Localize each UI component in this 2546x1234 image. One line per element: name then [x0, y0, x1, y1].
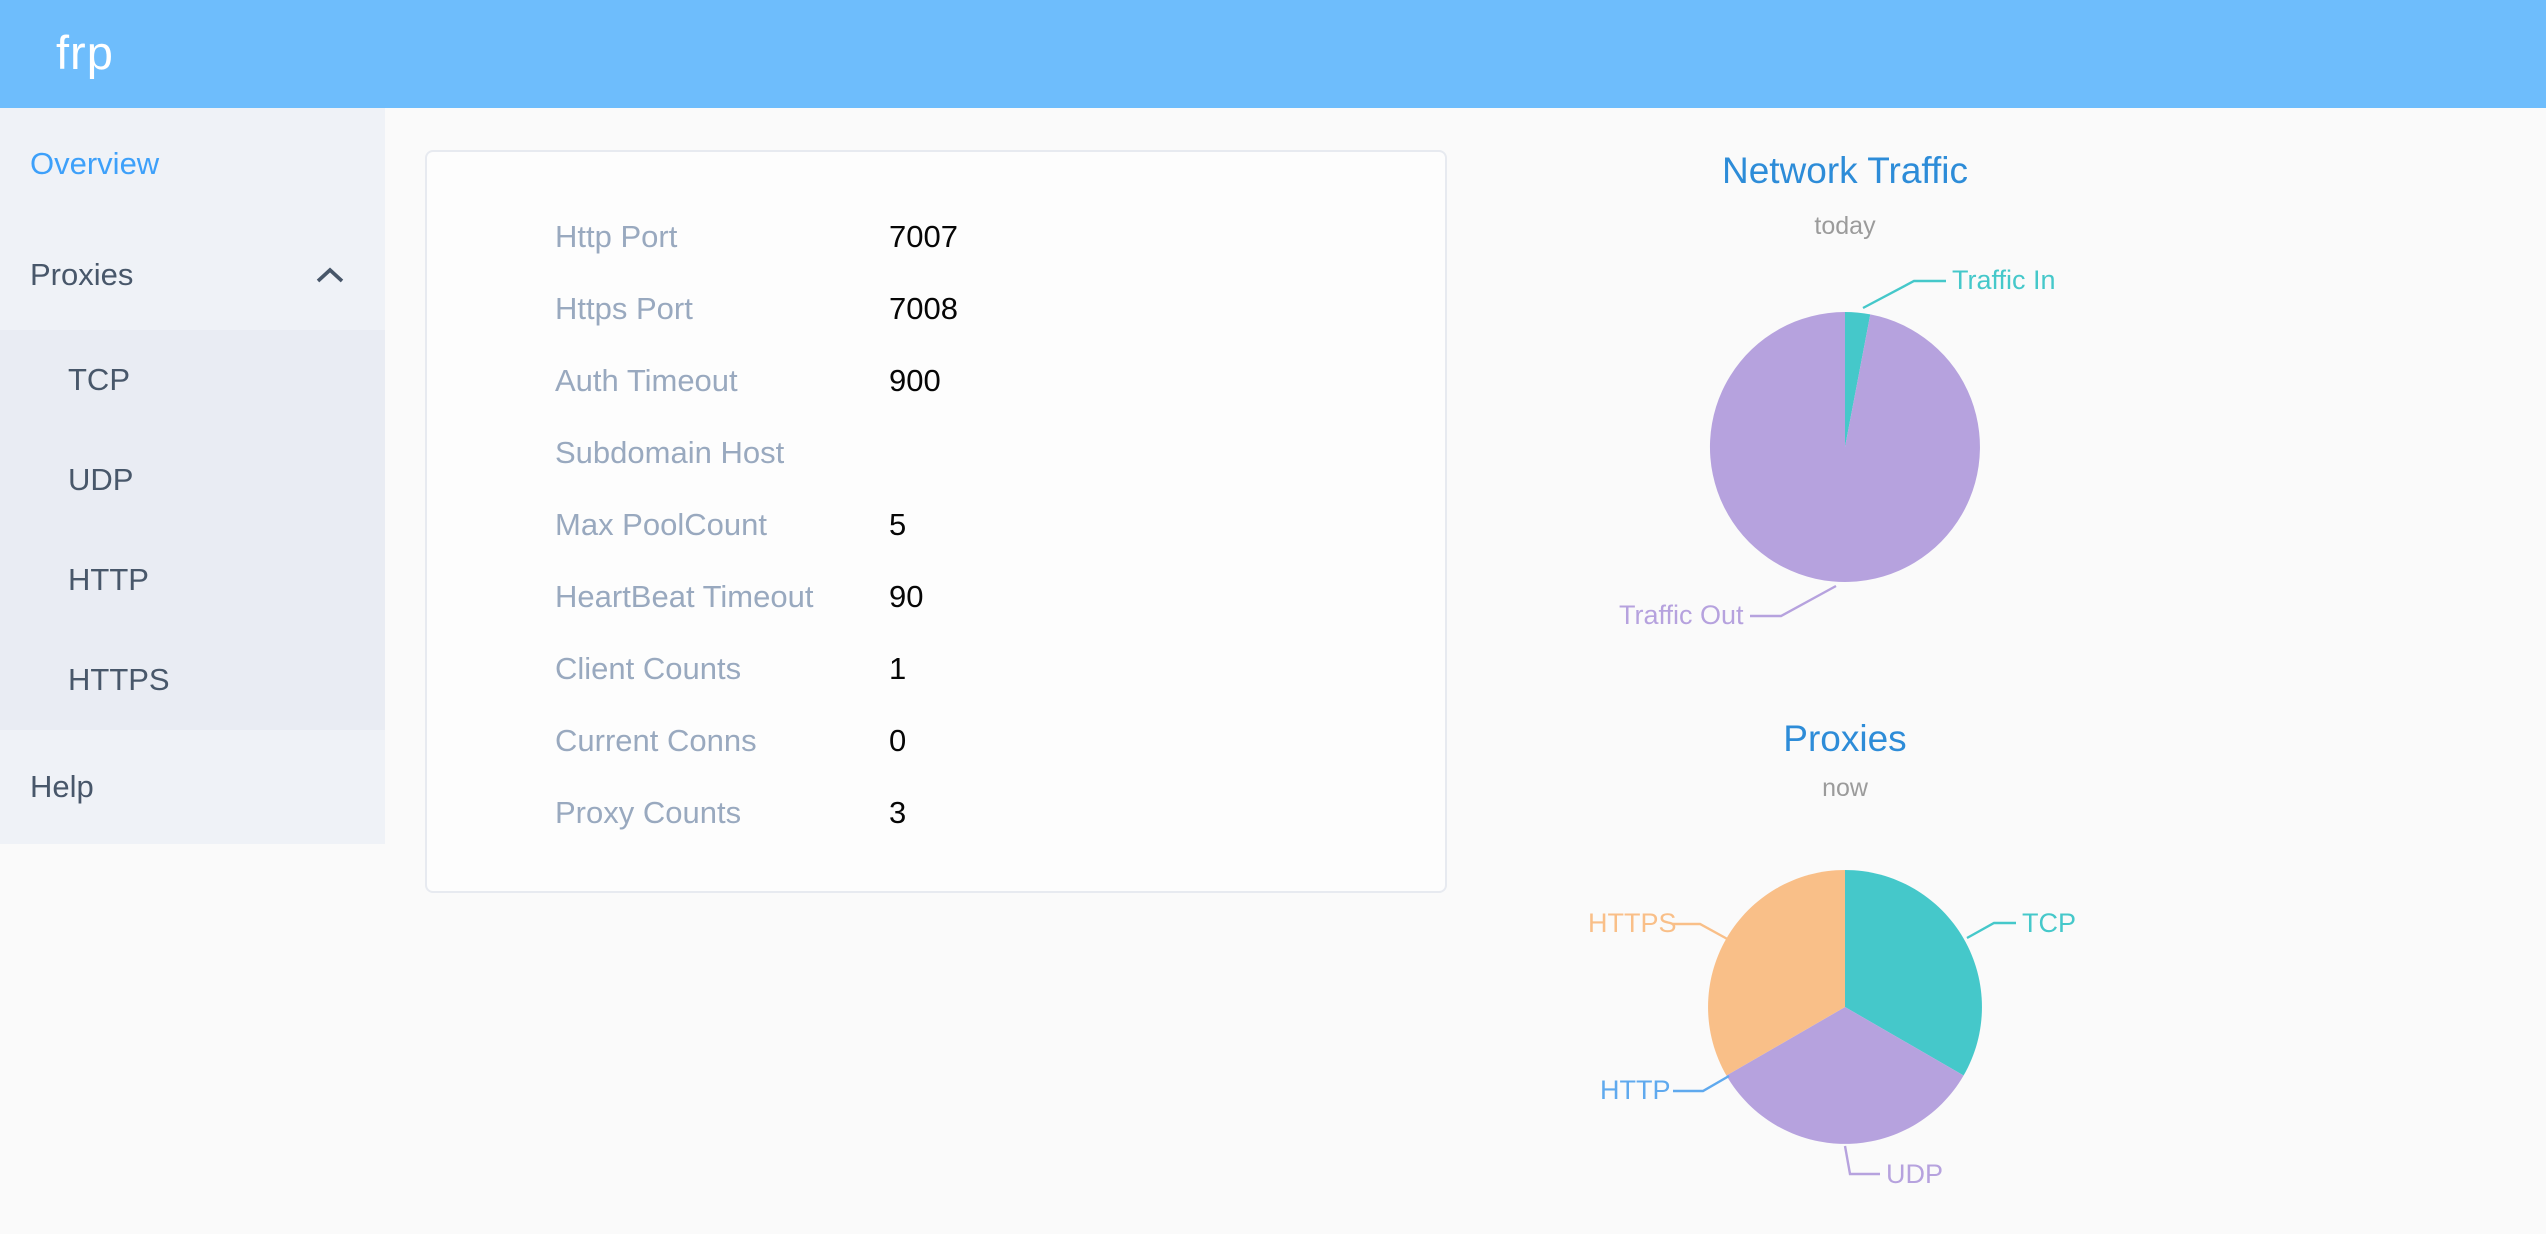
sidebar-item-http[interactable]: HTTP	[0, 530, 385, 630]
app-logo: frp	[56, 26, 114, 79]
info-row-client-counts: Client Counts 1	[427, 633, 1445, 705]
info-row-subdomain-host: Subdomain Host	[427, 417, 1445, 489]
pie-label-http: HTTP	[1600, 1075, 1671, 1105]
sidebar-item-overview[interactable]: Overview	[0, 108, 385, 220]
sidebar-item-udp[interactable]: UDP	[0, 430, 385, 530]
row-value: 1	[889, 651, 907, 686]
info-row-http-port: Http Port 7007	[427, 201, 1445, 273]
row-label: Max PoolCount	[555, 507, 767, 542]
row-value: 3	[889, 795, 907, 830]
sidebar-item-https[interactable]: HTTPS	[0, 630, 385, 730]
row-value: 90	[889, 579, 924, 614]
row-label: Current Conns	[555, 723, 757, 758]
pie-label-udp: UDP	[1886, 1159, 1944, 1189]
pie-label-traffic-in: Traffic In	[1952, 265, 2056, 295]
proxies-chart-subtitle: now	[1822, 774, 1868, 802]
sidebar-item-label: HTTPS	[68, 662, 170, 697]
row-label: Subdomain Host	[555, 435, 785, 470]
sidebar-item-tcp[interactable]: TCP	[0, 330, 385, 430]
network-traffic-subtitle: today	[1814, 212, 1876, 240]
pie-label-tcp: TCP	[2022, 908, 2076, 938]
server-info-rows: Http Port 7007 Https Port 7008 Auth Time…	[427, 152, 1445, 849]
pie-slice-tcp[interactable]	[1845, 870, 1982, 1076]
row-label: Auth Timeout	[555, 363, 738, 398]
sidebar-item-help[interactable]: Help	[0, 730, 385, 844]
pie-slice-udp[interactable]	[1726, 1007, 1964, 1144]
row-value: 0	[889, 723, 907, 758]
row-label: Client Counts	[555, 651, 742, 686]
info-row-proxy-counts: Proxy Counts 3	[427, 777, 1445, 849]
sidebar-item-label: HTTP	[68, 562, 149, 597]
proxies-submenu: TCP UDP HTTP HTTPS	[0, 330, 385, 730]
sidebar-menu: Overview Proxies TCP UDP HTTP HTTPS Help	[0, 108, 385, 844]
server-info-card: Http Port 7007 Https Port 7008 Auth Time…	[425, 150, 1447, 893]
info-row-heartbeat-timeout: HeartBeat Timeout 90	[427, 561, 1445, 633]
sidebar-item-label: UDP	[68, 462, 134, 497]
pie-label-traffic-out: Traffic Out	[1619, 600, 1744, 630]
chevron-up-icon	[315, 267, 345, 284]
info-row-current-conns: Current Conns 0	[427, 705, 1445, 777]
pie-label-https: HTTPS	[1588, 908, 1677, 938]
row-label: Http Port	[555, 219, 678, 254]
network-traffic-title: Network Traffic	[1721, 150, 1969, 191]
top-header-bar: frp	[0, 0, 2546, 108]
row-value: 7008	[889, 291, 958, 326]
proxies-chart-title: Proxies	[1783, 718, 1907, 759]
sidebar-item-label: TCP	[68, 362, 130, 397]
sidebar-item-label: Proxies	[30, 257, 134, 292]
row-value: 5	[889, 507, 907, 542]
info-row-max-poolcount: Max PoolCount 5	[427, 489, 1445, 561]
network-traffic-pie-chart[interactable]	[1685, 287, 2005, 607]
pie-slice-https[interactable]	[1708, 870, 1845, 1076]
row-value: 7007	[889, 219, 958, 254]
sidebar-item-label: Help	[30, 769, 94, 804]
sidebar-item-proxies[interactable]: Proxies	[0, 220, 385, 330]
row-label: Proxy Counts	[555, 795, 742, 830]
row-value: 900	[889, 363, 941, 398]
pie-slice-traffic-out[interactable]	[1709, 312, 1980, 582]
sidebar-item-label: Overview	[30, 146, 160, 181]
row-label: HeartBeat Timeout	[555, 579, 814, 614]
pie-slice-traffic-in[interactable]	[1845, 312, 1871, 447]
info-row-https-port: Https Port 7008	[427, 273, 1445, 345]
info-row-auth-timeout: Auth Timeout 900	[427, 345, 1445, 417]
row-label: Https Port	[555, 291, 693, 326]
proxies-pie-chart[interactable]	[1685, 847, 2005, 1167]
